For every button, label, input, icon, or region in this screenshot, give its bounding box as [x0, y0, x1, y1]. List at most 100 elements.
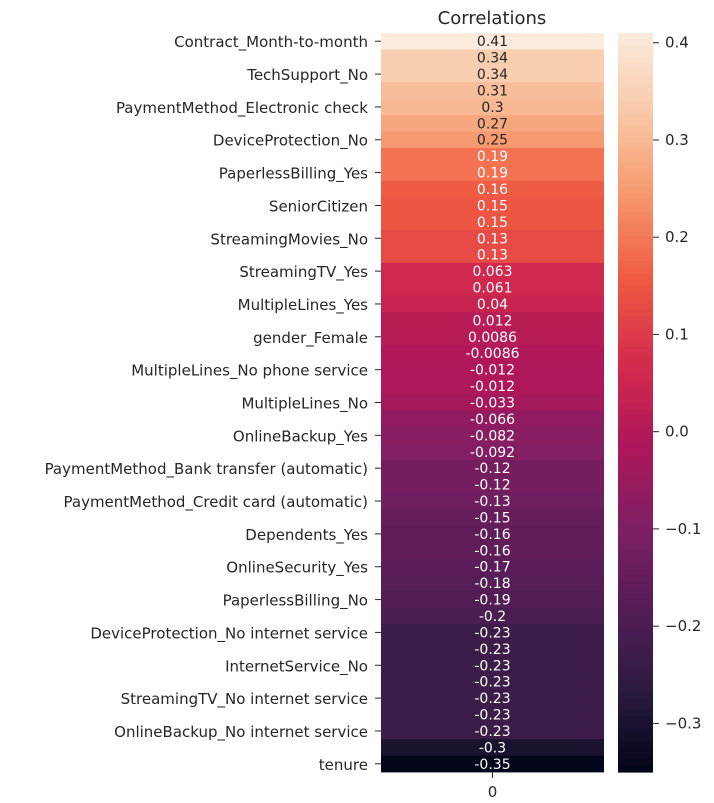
colorbar-segment [618, 691, 653, 699]
cell-value-label: 0.34 [477, 51, 508, 67]
heatmap-cell [381, 98, 604, 116]
colorbar-tick-label: −0.1 [665, 520, 701, 538]
colorbar-segment [618, 45, 653, 53]
cell-value-label: -0.23 [474, 675, 510, 691]
colorbar-tick-label: −0.3 [665, 714, 701, 732]
heatmap-cell [381, 394, 604, 412]
colorbar-tick-label: −0.2 [665, 617, 701, 635]
cell-value-label: 0.063 [472, 264, 512, 280]
colorbar-segment [618, 759, 653, 767]
colorbar-segment [618, 100, 653, 108]
colorbar-segment [618, 556, 653, 564]
colorbar-segment [618, 328, 653, 336]
colorbar-segment [618, 445, 653, 453]
colorbar-segment [618, 587, 653, 595]
colorbar-segment [618, 698, 653, 705]
colorbar-segment [618, 593, 653, 601]
colorbar-segment [618, 94, 653, 102]
colorbar-segment [618, 131, 653, 139]
colorbar-segment [618, 119, 653, 126]
heatmap-cell [381, 492, 604, 510]
heatmap-cell [381, 722, 604, 740]
heatmap-cell [381, 476, 604, 494]
colorbar-segment [618, 618, 653, 625]
column-tick-label: 0 [488, 783, 498, 801]
heatmap-cell [381, 574, 604, 592]
colorbar-segment [618, 470, 653, 477]
row-tick-label: PaymentMethod_Electronic check [116, 99, 368, 118]
heatmap-cell [381, 33, 604, 50]
colorbar-segment [618, 673, 653, 681]
colorbar-segment [618, 69, 653, 77]
row-tick-label: StreamingTV_Yes [239, 263, 368, 282]
colorbar-segment [618, 501, 653, 508]
colorbar-segment [618, 488, 653, 496]
colorbar-segment [618, 242, 653, 250]
colorbar-segment [618, 137, 653, 145]
colorbar-tick-label: 0.3 [665, 131, 689, 149]
colorbar-segment [618, 205, 653, 213]
colorbar-segment [618, 248, 653, 256]
colorbar-segment [618, 168, 653, 176]
colorbar-segment [618, 482, 653, 490]
colorbar-segment [618, 636, 653, 644]
colorbar-segment [618, 322, 653, 330]
colorbar-segment [618, 223, 653, 231]
colorbar-segment [618, 359, 653, 367]
colorbar-segment [618, 451, 653, 459]
colorbar-segment [618, 728, 653, 736]
colorbar-tick-label: 0.4 [665, 34, 689, 52]
colorbar-segment [618, 285, 653, 293]
colorbar-segment [618, 340, 653, 348]
row-tick-label: PaperlessBilling_No [223, 592, 368, 611]
cell-value-label: -0.012 [470, 379, 515, 395]
cell-value-label: -0.23 [474, 708, 510, 724]
colorbar-segment [618, 186, 653, 194]
colorbar-segment [618, 679, 653, 687]
colorbar-segment [618, 642, 653, 650]
heatmap-cell [381, 459, 604, 477]
colorbar-tick-label: 0.0 [665, 423, 689, 441]
cell-value-label: -0.0086 [465, 346, 519, 362]
colorbar-segment [618, 39, 653, 46]
heatmap-cell [381, 509, 604, 527]
colorbar-segment [618, 494, 653, 502]
heatmap-cell [381, 673, 604, 691]
cell-value-label: 0.19 [477, 166, 508, 182]
colorbar-segment [618, 537, 653, 545]
heatmap-cell [381, 640, 604, 658]
colorbar-segment [618, 722, 653, 730]
heatmap-cell [381, 657, 604, 674]
colorbar-segment [618, 63, 653, 71]
cell-value-label: 0.19 [477, 149, 508, 165]
cell-value-label: -0.2 [479, 609, 506, 625]
colorbar-segment [618, 667, 653, 675]
cell-value-label: -0.23 [474, 691, 510, 707]
colorbar-segment [618, 106, 653, 114]
colorbar-segment [618, 544, 653, 551]
colorbar-segment [618, 377, 653, 385]
row-tick-label: Contract_Month-to-month [174, 33, 368, 52]
cell-value-label: -0.19 [474, 593, 510, 609]
row-tick-label: DeviceProtection_No internet service [90, 624, 368, 643]
row-tick-label: Dependents_Yes [245, 526, 368, 545]
cell-value-label: -0.082 [470, 428, 515, 444]
cell-value-label: -0.092 [470, 445, 515, 461]
row-tick-label: InternetService_No [225, 657, 368, 676]
heatmap-cell [381, 328, 604, 346]
cell-value-label: -0.23 [474, 658, 510, 674]
cell-value-label: -0.13 [474, 494, 510, 510]
colorbar-segment [618, 199, 653, 207]
cell-value-label: 0.15 [477, 215, 508, 231]
colorbar-segment [618, 291, 653, 299]
colorbar-segment [618, 353, 653, 360]
colorbar-segment [618, 581, 653, 588]
colorbar-segment [618, 76, 653, 83]
colorbar-segment [618, 267, 653, 274]
heatmap-cell [381, 525, 604, 543]
colorbar-segment [618, 457, 653, 465]
colorbar-segment [618, 143, 653, 151]
colorbar-segment [618, 507, 653, 514]
colorbar-segment [618, 57, 653, 65]
